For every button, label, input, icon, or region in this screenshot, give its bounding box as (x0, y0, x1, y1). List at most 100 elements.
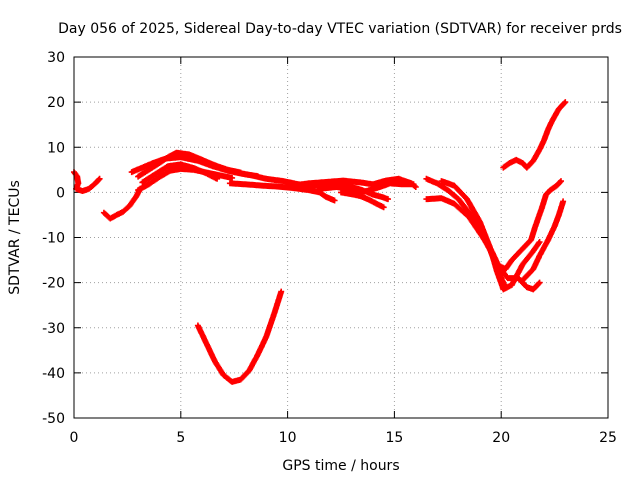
data-point (478, 231, 482, 235)
data-point (425, 177, 428, 181)
data-point (538, 281, 541, 284)
series-arc12 (338, 189, 387, 211)
data-point (136, 188, 140, 192)
data-point (359, 181, 362, 184)
data-point (495, 263, 499, 266)
data-point (250, 174, 253, 177)
data-point (546, 128, 550, 131)
data-point (555, 184, 558, 187)
data-point (243, 183, 247, 186)
y-tick-label: 0 (56, 185, 65, 201)
data-point (525, 285, 529, 289)
data-point (77, 182, 80, 185)
data-point (175, 151, 178, 154)
data-point (324, 180, 328, 184)
y-tick-label: 20 (47, 95, 65, 111)
data-point (226, 168, 229, 172)
data-point (538, 148, 541, 151)
data-point (553, 225, 556, 228)
data-point (128, 204, 131, 208)
data-point (532, 267, 535, 271)
data-point (440, 179, 443, 183)
data-point (382, 206, 385, 209)
grid-lines (74, 57, 608, 418)
data-point (380, 195, 383, 199)
series-arc2 (100, 185, 144, 222)
data-point (446, 188, 449, 192)
data-point (542, 139, 546, 142)
data-point (350, 188, 353, 192)
data-point (551, 118, 554, 122)
y-axis-label: SDTVAR / TECUs (7, 180, 23, 295)
data-point (489, 247, 492, 250)
data-point (564, 100, 567, 104)
data-point (115, 213, 118, 217)
data-point (546, 238, 550, 241)
data-point (532, 288, 535, 291)
series-markers (100, 185, 144, 222)
y-tick-label: -50 (42, 411, 65, 427)
data-point (318, 187, 321, 190)
data-point (109, 217, 112, 220)
data-point (168, 169, 172, 172)
data-point (521, 247, 524, 250)
data-point (538, 254, 541, 257)
data-point (339, 191, 343, 194)
axis-ticks: 0 5 10 15 20 25 -50 -40 -30 -20 -10 0 10 20 30 (42, 50, 617, 446)
data-point (213, 164, 217, 167)
data-point (467, 215, 471, 219)
data-point (98, 177, 101, 181)
data-point (282, 179, 285, 183)
data-point (141, 181, 144, 184)
data-point (233, 170, 236, 174)
data-point (363, 190, 366, 193)
data-point (435, 182, 439, 185)
data-point (136, 175, 140, 178)
data-point (76, 175, 79, 178)
data-point (397, 177, 400, 181)
data-point (158, 161, 161, 165)
data-point (158, 175, 161, 179)
data-point (247, 369, 251, 372)
data-point (376, 186, 379, 190)
data-point (538, 240, 541, 244)
data-point (222, 373, 225, 377)
data-point (508, 161, 511, 165)
y-tick-label: 30 (47, 50, 65, 66)
data-point (121, 210, 125, 213)
data-point (549, 188, 552, 192)
series-arc15 (438, 178, 543, 293)
plot-area-frame (73, 56, 609, 419)
data-point (279, 290, 283, 293)
y-tick-label: -40 (42, 366, 65, 382)
data-point (384, 179, 388, 182)
data-point (275, 185, 279, 188)
data-point (200, 158, 204, 162)
data-series-layer (71, 99, 569, 385)
data-point (102, 211, 106, 214)
data-point (141, 166, 144, 169)
data-point (557, 213, 561, 217)
data-point (514, 158, 518, 162)
data-point (307, 188, 311, 192)
data-point (453, 202, 456, 205)
data-point (324, 195, 328, 199)
data-point (205, 172, 208, 175)
y-tick-label: -10 (42, 231, 65, 247)
data-point (453, 184, 456, 187)
x-tick-label: 10 (279, 430, 297, 446)
data-point (192, 166, 195, 170)
series-arc8 (226, 180, 338, 204)
data-point (495, 270, 499, 273)
series-arc10 (288, 175, 419, 190)
data-point (256, 353, 259, 357)
data-point (502, 166, 505, 169)
data-point (521, 263, 524, 266)
data-point (147, 183, 150, 186)
data-point (414, 185, 417, 189)
data-point (532, 249, 535, 253)
data-point (376, 202, 379, 206)
data-point (341, 179, 345, 182)
